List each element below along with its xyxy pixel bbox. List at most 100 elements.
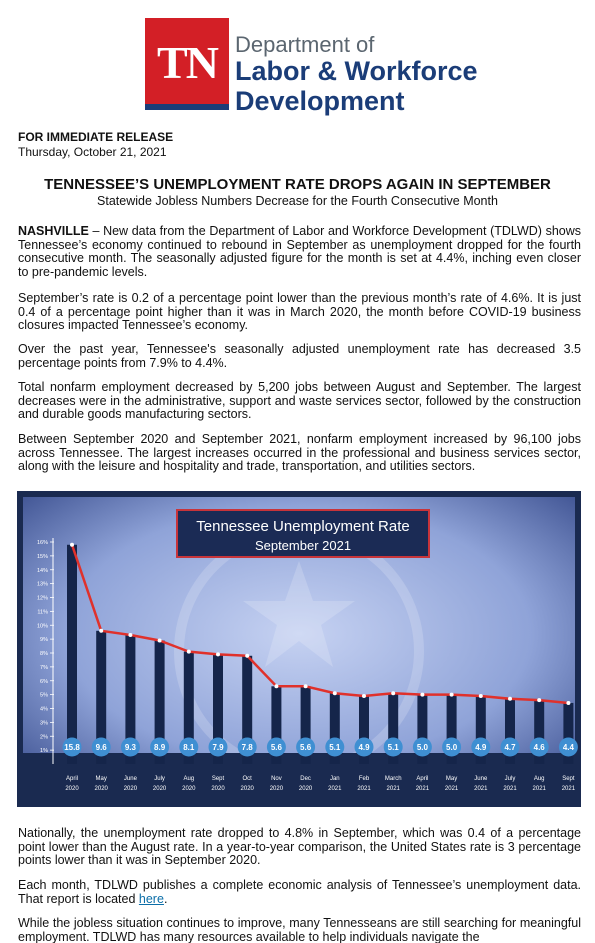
line-point [566,700,571,705]
line-point [362,694,366,699]
x-year-label: 2020 [95,786,109,792]
x-month-label: Feb [359,776,370,782]
logo-department-of: Department of [235,32,375,57]
paragraph-1-text: – New data from the Department of Labor … [18,224,581,279]
bar [125,634,136,764]
line-point [274,684,279,689]
value-label: 5.1 [388,743,400,752]
line-point [186,649,191,654]
x-year-label: 2020 [211,786,225,792]
bar [154,640,165,764]
value-label-circle [296,737,316,757]
bar [475,696,486,764]
report-link[interactable]: here [138,891,164,906]
paragraph-4: Total nonfarm employment decreased by 5,… [18,380,581,422]
y-tick-label: 1% [40,748,48,754]
x-year-label: 2021 [533,786,547,792]
value-label: 7.8 [242,743,254,752]
x-month-label: Oct [243,776,253,782]
y-tick-label: 4% [40,707,48,713]
value-label-circle [500,737,520,757]
value-label: 4.7 [504,743,516,752]
value-label-circle [471,737,491,757]
bar [271,686,282,764]
y-tick-label: 7% [40,665,48,671]
value-label-circle [91,737,111,757]
x-year-label: 2021 [503,786,517,792]
value-label-circle [208,737,228,757]
x-month-label: Sept [212,776,225,782]
y-tick-label: 15% [37,554,48,560]
value-label-circle [412,737,432,757]
y-tick-label: 13% [37,582,48,588]
y-tick-label: 16% [37,540,48,546]
value-label-circle [325,737,345,757]
value-label: 4.6 [534,743,546,752]
bar [183,651,194,764]
x-year-label: 2021 [474,786,488,792]
x-year-label: 2020 [182,786,196,792]
value-label: 5.1 [329,743,341,752]
bar [96,630,107,764]
chart-title-box [176,509,430,558]
y-tick-label: 3% [40,720,48,726]
bar [388,693,399,764]
line-point [216,652,220,657]
tn-badge-text: TN [157,37,219,88]
x-year-label: 2020 [270,786,284,792]
bar [242,655,253,764]
bar [359,696,369,764]
value-label: 8.1 [183,743,195,752]
value-label-circle [266,737,286,757]
paragraph-5: Between September 2020 and September 202… [18,432,581,474]
y-tick-label: 2% [40,734,48,740]
value-label-circle [237,737,257,757]
x-year-label: 2021 [328,786,342,792]
x-axis-labels: April 2020 May 2020 June 2020 July 2020 Aug 2020 S… [65,776,575,792]
value-label-circle [383,737,403,757]
x-month-label: Aug [534,776,545,782]
bar [300,686,311,764]
bar [505,698,515,764]
bar [329,693,340,764]
value-labels: 15.8 9.6 9.3 8.9 8.1 7.9 7.8 5.6 5.6 5.1 4.9 5.1 5.0… [62,737,578,757]
line-point [70,542,74,547]
value-label: 5.0 [446,743,458,752]
line-point [391,691,396,696]
value-label-circle [179,737,199,757]
paragraph-3: Over the past year, Tennessee's seasonal… [18,342,581,370]
paragraph-8: While the jobless situation continues to… [18,916,581,943]
y-tick-label: 14% [37,568,48,574]
value-label: 15.8 [64,743,80,752]
value-label: 5.6 [271,743,283,752]
value-label: 5.0 [417,743,429,752]
value-label-circle [354,737,374,757]
bar [417,694,428,764]
y-tick-label: 9% [40,637,48,643]
y-tick-label: 8% [40,651,48,657]
value-label-circle [442,737,462,757]
x-year-label: 2020 [124,786,138,792]
x-month-label: May [446,776,457,782]
y-axis: 1% 2% 3% 4% 5% 6% 7% 8% 9% 10% 11% 12% 13% 14% 15% 16% [37,538,54,764]
line-point [508,696,512,701]
paragraph-7: Each month, TDLWD publishes a complete e… [18,878,581,906]
x-month-label: July [505,776,516,782]
line-point [449,692,454,697]
logo-labor-workforce: Labor & Workforce [235,56,478,86]
x-year-label: 2021 [445,786,459,792]
x-month-label: May [96,776,107,782]
y-tick-label: 11% [37,609,48,615]
bar [534,700,545,764]
value-label: 4.9 [358,743,370,752]
line-point [99,628,104,633]
x-month-label: Nov [271,776,282,782]
x-month-label: April [66,776,78,782]
value-label: 5.6 [300,743,312,752]
x-year-label: 2021 [562,786,576,792]
chart-title: Tennessee Unemployment Rate [196,518,409,535]
x-year-label: 2020 [65,786,79,792]
subheadline: Statewide Jobless Numbers Decrease for t… [97,194,498,208]
x-year-label: 2020 [153,786,167,792]
x-year-label: 2020 [241,786,255,792]
